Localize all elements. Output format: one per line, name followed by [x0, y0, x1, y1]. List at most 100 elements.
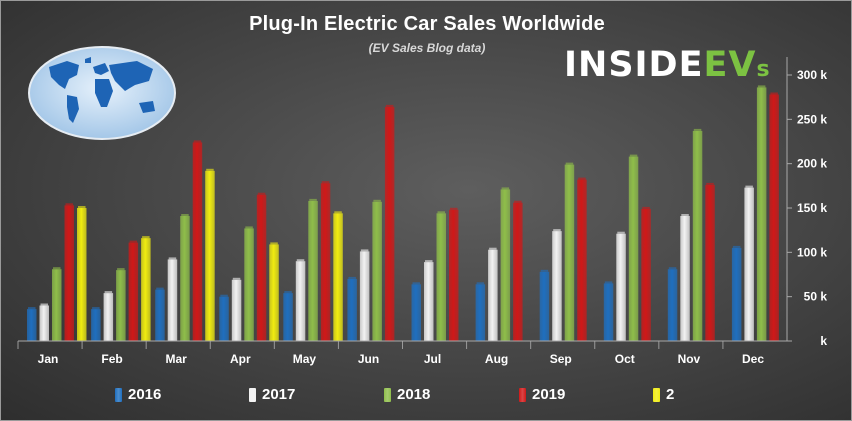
x-tick-label: Dec — [742, 352, 764, 366]
bar-2-apr — [269, 244, 279, 341]
bar-2019-feb — [128, 242, 139, 341]
legend-item-2017: 2017 — [249, 386, 295, 403]
bar-2-feb — [141, 238, 151, 341]
bar-2017-mar — [167, 259, 178, 341]
bar-cap-2017-aug — [489, 247, 497, 250]
bar-2017-nov — [680, 216, 690, 341]
bar-2019-jan — [64, 205, 74, 341]
bar-cap-2017-may — [296, 259, 305, 262]
bar-2017-jun — [359, 251, 370, 341]
bar-cap-2017-apr — [232, 277, 241, 280]
bar-cap-2019-aug — [514, 200, 522, 203]
bar-2017-feb — [103, 293, 114, 341]
bar-cap-2016-feb — [92, 307, 100, 310]
bar-2018-feb — [116, 270, 126, 341]
bar-cap-2017-jun — [360, 249, 369, 252]
bar-cap-2019-dec — [770, 92, 778, 95]
x-tick-label: May — [293, 352, 317, 366]
bar-cap-2019-oct — [642, 206, 650, 209]
bar-cap-2016-dec — [732, 245, 741, 248]
bar-cap-2-jan — [78, 206, 86, 208]
x-tick-label: Apr — [230, 352, 251, 366]
bar-2016-feb — [91, 309, 101, 341]
bar-cap-2017-dec — [745, 185, 753, 188]
bar-cap-2016-jan — [28, 307, 36, 310]
x-tick-label: Feb — [101, 352, 122, 366]
bar-2016-aug — [475, 284, 486, 341]
y-tick-label: 200 k — [797, 157, 827, 171]
bar-2018-apr — [244, 228, 254, 341]
bar-2019-apr — [256, 194, 267, 341]
bar-cap-2-feb — [142, 236, 150, 239]
bar-cap-2019-jun — [385, 104, 394, 107]
legend-label: 2017 — [262, 386, 296, 403]
bar-2018-jul — [436, 213, 446, 341]
world-map-icon — [28, 46, 176, 140]
legend-item-2019: 2019 — [519, 386, 565, 403]
bar-cap-2018-jun — [373, 199, 381, 202]
bar-cap-2018-jan — [53, 267, 61, 270]
bar-2018-oct — [628, 156, 639, 341]
bar-2016-nov — [667, 269, 678, 341]
bar-cap-2016-mar — [156, 287, 164, 290]
bar-2019-aug — [513, 202, 523, 341]
y-tick-label: 150 k — [797, 201, 827, 215]
legend-swatch — [653, 387, 660, 402]
x-tick-label: Aug — [485, 352, 508, 366]
bar-cap-2017-feb — [104, 291, 113, 294]
insideevs-logo: INSIDEEVs — [564, 45, 771, 85]
legend-item-2: 2 — [653, 386, 674, 403]
x-tick-label: Oct — [615, 352, 635, 366]
bar-2-jan — [77, 208, 87, 341]
legend-swatch — [115, 387, 122, 402]
bar-cap-2018-may — [309, 198, 317, 201]
x-tick-label: Sep — [550, 352, 572, 366]
bar-2016-may — [283, 293, 293, 341]
bar-cap-2016-sep — [540, 269, 549, 272]
legend-swatch — [384, 387, 391, 402]
bar-cap-2018-aug — [501, 187, 510, 190]
legend-label: 2 — [666, 386, 675, 403]
legend-label: 2016 — [128, 386, 162, 403]
bar-cap-2018-apr — [245, 226, 253, 229]
y-tick-label: 300 k — [797, 68, 827, 82]
legend-item-2016: 2016 — [115, 386, 161, 403]
bar-cap-2016-jul — [412, 282, 420, 285]
bar-cap-2018-oct — [629, 154, 638, 157]
bar-cap-2018-jul — [437, 211, 445, 214]
bar-2-mar — [205, 170, 215, 341]
legend-label: 2018 — [397, 386, 431, 403]
bar-cap-2016-jun — [348, 276, 356, 279]
bar-cap-2016-aug — [476, 282, 485, 285]
x-tick-label: Mar — [166, 352, 188, 366]
chart-title: Plug-In Electric Car Sales Worldwide — [249, 13, 605, 35]
bar-cap-2019-nov — [706, 182, 714, 185]
x-tick-label: Jul — [424, 352, 441, 366]
bar-2016-dec — [731, 247, 742, 341]
bar-2018-aug — [500, 189, 511, 341]
bar-cap-2017-oct — [617, 231, 625, 234]
bar-cap-2017-nov — [681, 214, 689, 216]
bar-2018-may — [308, 200, 318, 341]
bar-cap-2019-mar — [193, 140, 202, 143]
x-tick-label: Nov — [678, 352, 701, 366]
bar-2019-jul — [449, 209, 459, 341]
bar-2017-aug — [488, 249, 498, 341]
legend-item-2018: 2018 — [384, 386, 430, 403]
y-tick-label: 100 k — [797, 245, 827, 259]
bar-cap-2018-nov — [693, 128, 702, 131]
bar-2017-may — [295, 261, 306, 341]
bar-2017-dec — [744, 187, 754, 341]
bar-2018-sep — [564, 164, 575, 341]
bar-cap-2019-jul — [450, 207, 458, 210]
bar-2017-sep — [552, 231, 562, 341]
bar-2016-mar — [155, 289, 165, 341]
legend-label: 2019 — [532, 386, 566, 403]
bar-2016-jan — [27, 309, 37, 341]
bar-2018-nov — [692, 130, 703, 341]
bar-cap-2018-feb — [117, 268, 125, 271]
bar-cap-2019-feb — [129, 240, 138, 243]
bar-cap-2016-apr — [220, 294, 228, 297]
bar-2-may — [333, 213, 343, 341]
